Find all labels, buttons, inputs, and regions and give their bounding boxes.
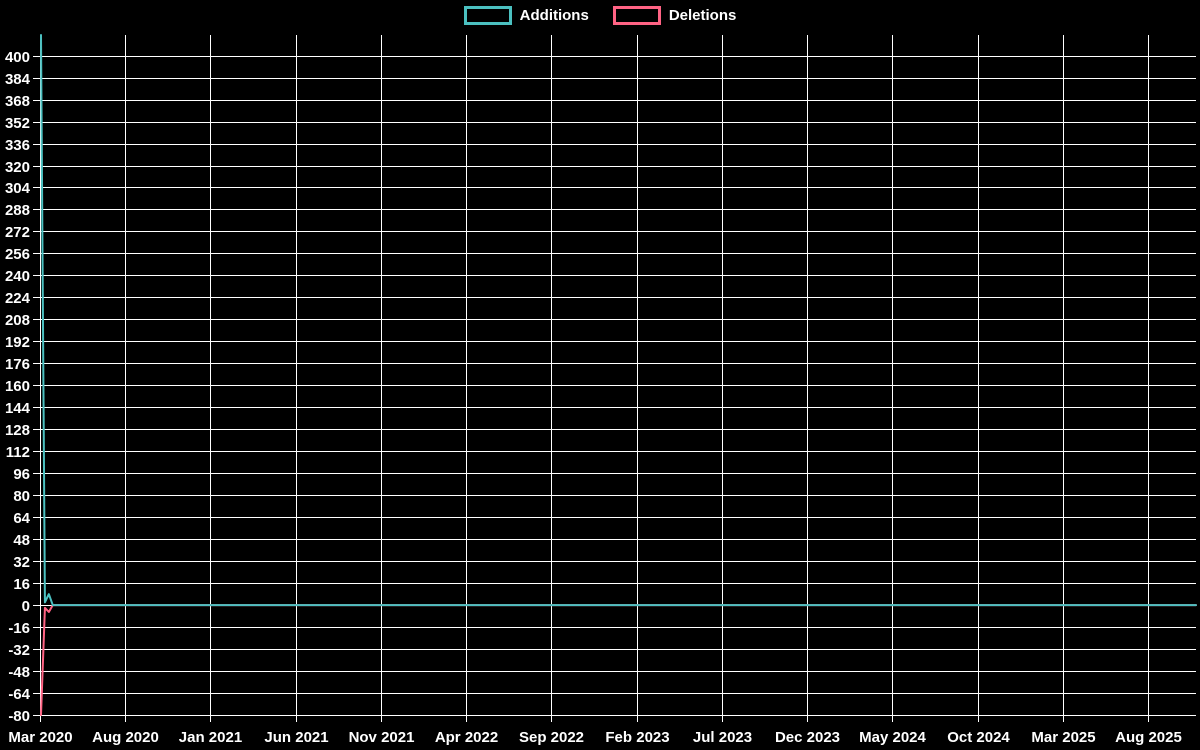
y-tick-label: -32 — [8, 642, 30, 659]
deletions-swatch-icon — [612, 6, 661, 25]
y-tick-label: 16 — [13, 576, 30, 593]
x-tick-label: Jul 2023 — [693, 729, 752, 746]
y-tick-label: 288 — [5, 202, 30, 219]
additions-swatch-icon — [463, 6, 512, 25]
x-tick-label: Mar 2025 — [1031, 729, 1095, 746]
y-tick-label: 352 — [5, 115, 30, 132]
y-tick-label: 384 — [5, 71, 31, 88]
y-tick-label: 336 — [5, 137, 30, 154]
x-tick-label: Aug 2020 — [92, 729, 159, 746]
x-tick-label: Mar 2020 — [8, 729, 72, 746]
y-tick-label: 368 — [5, 93, 30, 110]
y-tick-label: 224 — [5, 290, 31, 307]
y-tick-label: 144 — [5, 400, 31, 417]
y-tick-label: 304 — [5, 180, 31, 197]
y-tick-label: 240 — [5, 268, 30, 285]
y-tick-label: -64 — [8, 686, 30, 703]
x-tick-label: Nov 2021 — [349, 729, 415, 746]
y-tick-label: 192 — [5, 334, 30, 351]
y-tick-label: 256 — [5, 246, 30, 263]
x-tick-label: Jun 2021 — [264, 729, 328, 746]
legend-item-deletions[interactable]: Deletions — [612, 6, 737, 25]
y-tick-label: 96 — [13, 466, 30, 483]
y-tick-label: 320 — [5, 159, 30, 176]
series-line-additions — [40, 34, 1197, 607]
x-tick-label: Aug 2025 — [1115, 729, 1182, 746]
y-tick-label: 128 — [5, 422, 30, 439]
x-tick-label: Jan 2021 — [179, 729, 242, 746]
y-tick-label: 160 — [5, 378, 30, 395]
y-tick-label: 48 — [13, 532, 30, 549]
y-tick-label: 0 — [22, 598, 30, 615]
y-tick-label: 32 — [13, 554, 30, 571]
chart-legend: Additions Deletions — [0, 6, 1200, 25]
y-tick-label: 64 — [13, 510, 30, 527]
x-tick-label: Oct 2024 — [947, 729, 1010, 746]
legend-item-additions[interactable]: Additions — [463, 6, 589, 25]
y-tick-label: 272 — [5, 224, 30, 241]
x-tick-label: Dec 2023 — [775, 729, 840, 746]
x-tick-label: May 2024 — [859, 729, 926, 746]
x-tick-label: Apr 2022 — [435, 729, 498, 746]
y-tick-label: -48 — [8, 664, 30, 681]
y-tick-label: -16 — [8, 620, 30, 637]
axis-tick-labels: 4003843683523363203042882722562402242081… — [5, 49, 1182, 746]
grid-lines — [33, 35, 1196, 722]
legend-label-deletions: Deletions — [668, 7, 737, 24]
series-line-deletions — [40, 604, 1197, 716]
y-tick-label: 400 — [5, 49, 30, 66]
y-tick-label: 112 — [6, 444, 30, 461]
y-tick-label: 176 — [5, 356, 30, 373]
y-tick-label: 80 — [13, 488, 30, 505]
y-tick-label: -80 — [8, 708, 30, 725]
y-tick-label: 208 — [5, 312, 30, 329]
x-tick-label: Sep 2022 — [519, 729, 584, 746]
legend-label-additions: Additions — [519, 7, 589, 24]
x-tick-label: Feb 2023 — [605, 729, 669, 746]
